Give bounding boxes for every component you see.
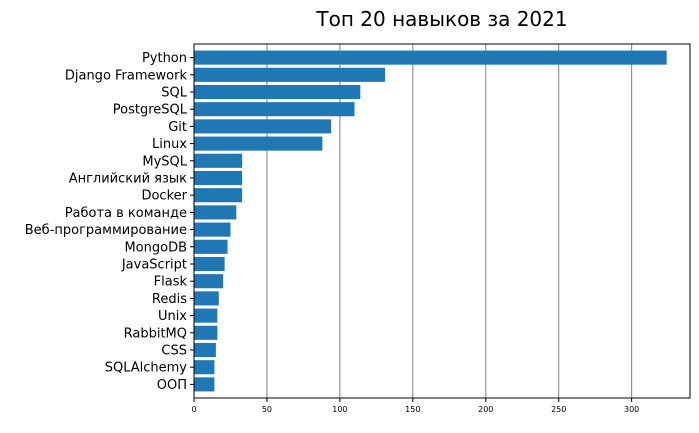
category-label-0: Python (142, 51, 187, 66)
category-label-6: MySQL (142, 154, 187, 169)
bar-18 (194, 360, 215, 375)
bar-0 (194, 50, 667, 65)
bar-15 (194, 308, 218, 323)
category-label-5: Linux (152, 137, 187, 152)
plot-frame (193, 43, 691, 399)
bar-6 (194, 153, 243, 168)
category-label-4: Git (168, 120, 187, 135)
category-label-16: RabbitMQ (124, 326, 187, 341)
bar-8 (194, 188, 243, 203)
category-label-19: ООП (157, 378, 187, 393)
xtick-label-200: 200 (478, 405, 493, 414)
bar-1 (194, 67, 386, 82)
chart-title: Топ 20 навыков за 2021 (315, 7, 567, 31)
category-label-7: Английский язык (69, 172, 187, 187)
xtick-label-150: 150 (405, 405, 420, 414)
bar-11 (194, 239, 228, 254)
xtick-label-50: 50 (262, 405, 272, 414)
bar-2 (194, 84, 361, 100)
category-label-10: Веб-программирование (25, 223, 187, 238)
bar-17 (194, 342, 216, 358)
category-label-17: CSS (161, 344, 187, 359)
bar-10 (194, 222, 231, 237)
xtick-label-0: 0 (191, 405, 196, 414)
bar-16 (194, 325, 218, 340)
category-label-12: JavaScript (121, 258, 187, 273)
bar-layer (194, 50, 667, 392)
category-label-3: PostgreSQL (113, 103, 188, 118)
category-label-2: SQL (161, 86, 187, 101)
bar-4 (194, 119, 332, 134)
category-label-11: MongoDB (124, 240, 187, 255)
xtick-label-250: 250 (551, 405, 566, 414)
bar-12 (194, 256, 225, 272)
category-label-14: Redis (152, 292, 187, 307)
bar-13 (194, 274, 224, 289)
xtick-label-300: 300 (624, 405, 639, 414)
bar-3 (194, 102, 355, 117)
axis-layer: Python Django Framework SQL PostgreSQL Git Li… (25, 43, 691, 414)
category-label-8: Docker (141, 189, 187, 204)
category-label-18: SQLAlchemy (105, 361, 188, 376)
category-label-13: Flask (154, 275, 188, 290)
bar-5 (194, 136, 323, 151)
bar-9 (194, 205, 237, 220)
bar-7 (194, 170, 243, 186)
category-label-15: Unix (158, 309, 187, 324)
bar-14 (194, 291, 219, 306)
bar-19 (194, 377, 215, 392)
category-label-1: Django Framework (65, 68, 188, 83)
xtick-label-100: 100 (332, 405, 347, 414)
category-label-9: Работа в команде (65, 206, 187, 221)
